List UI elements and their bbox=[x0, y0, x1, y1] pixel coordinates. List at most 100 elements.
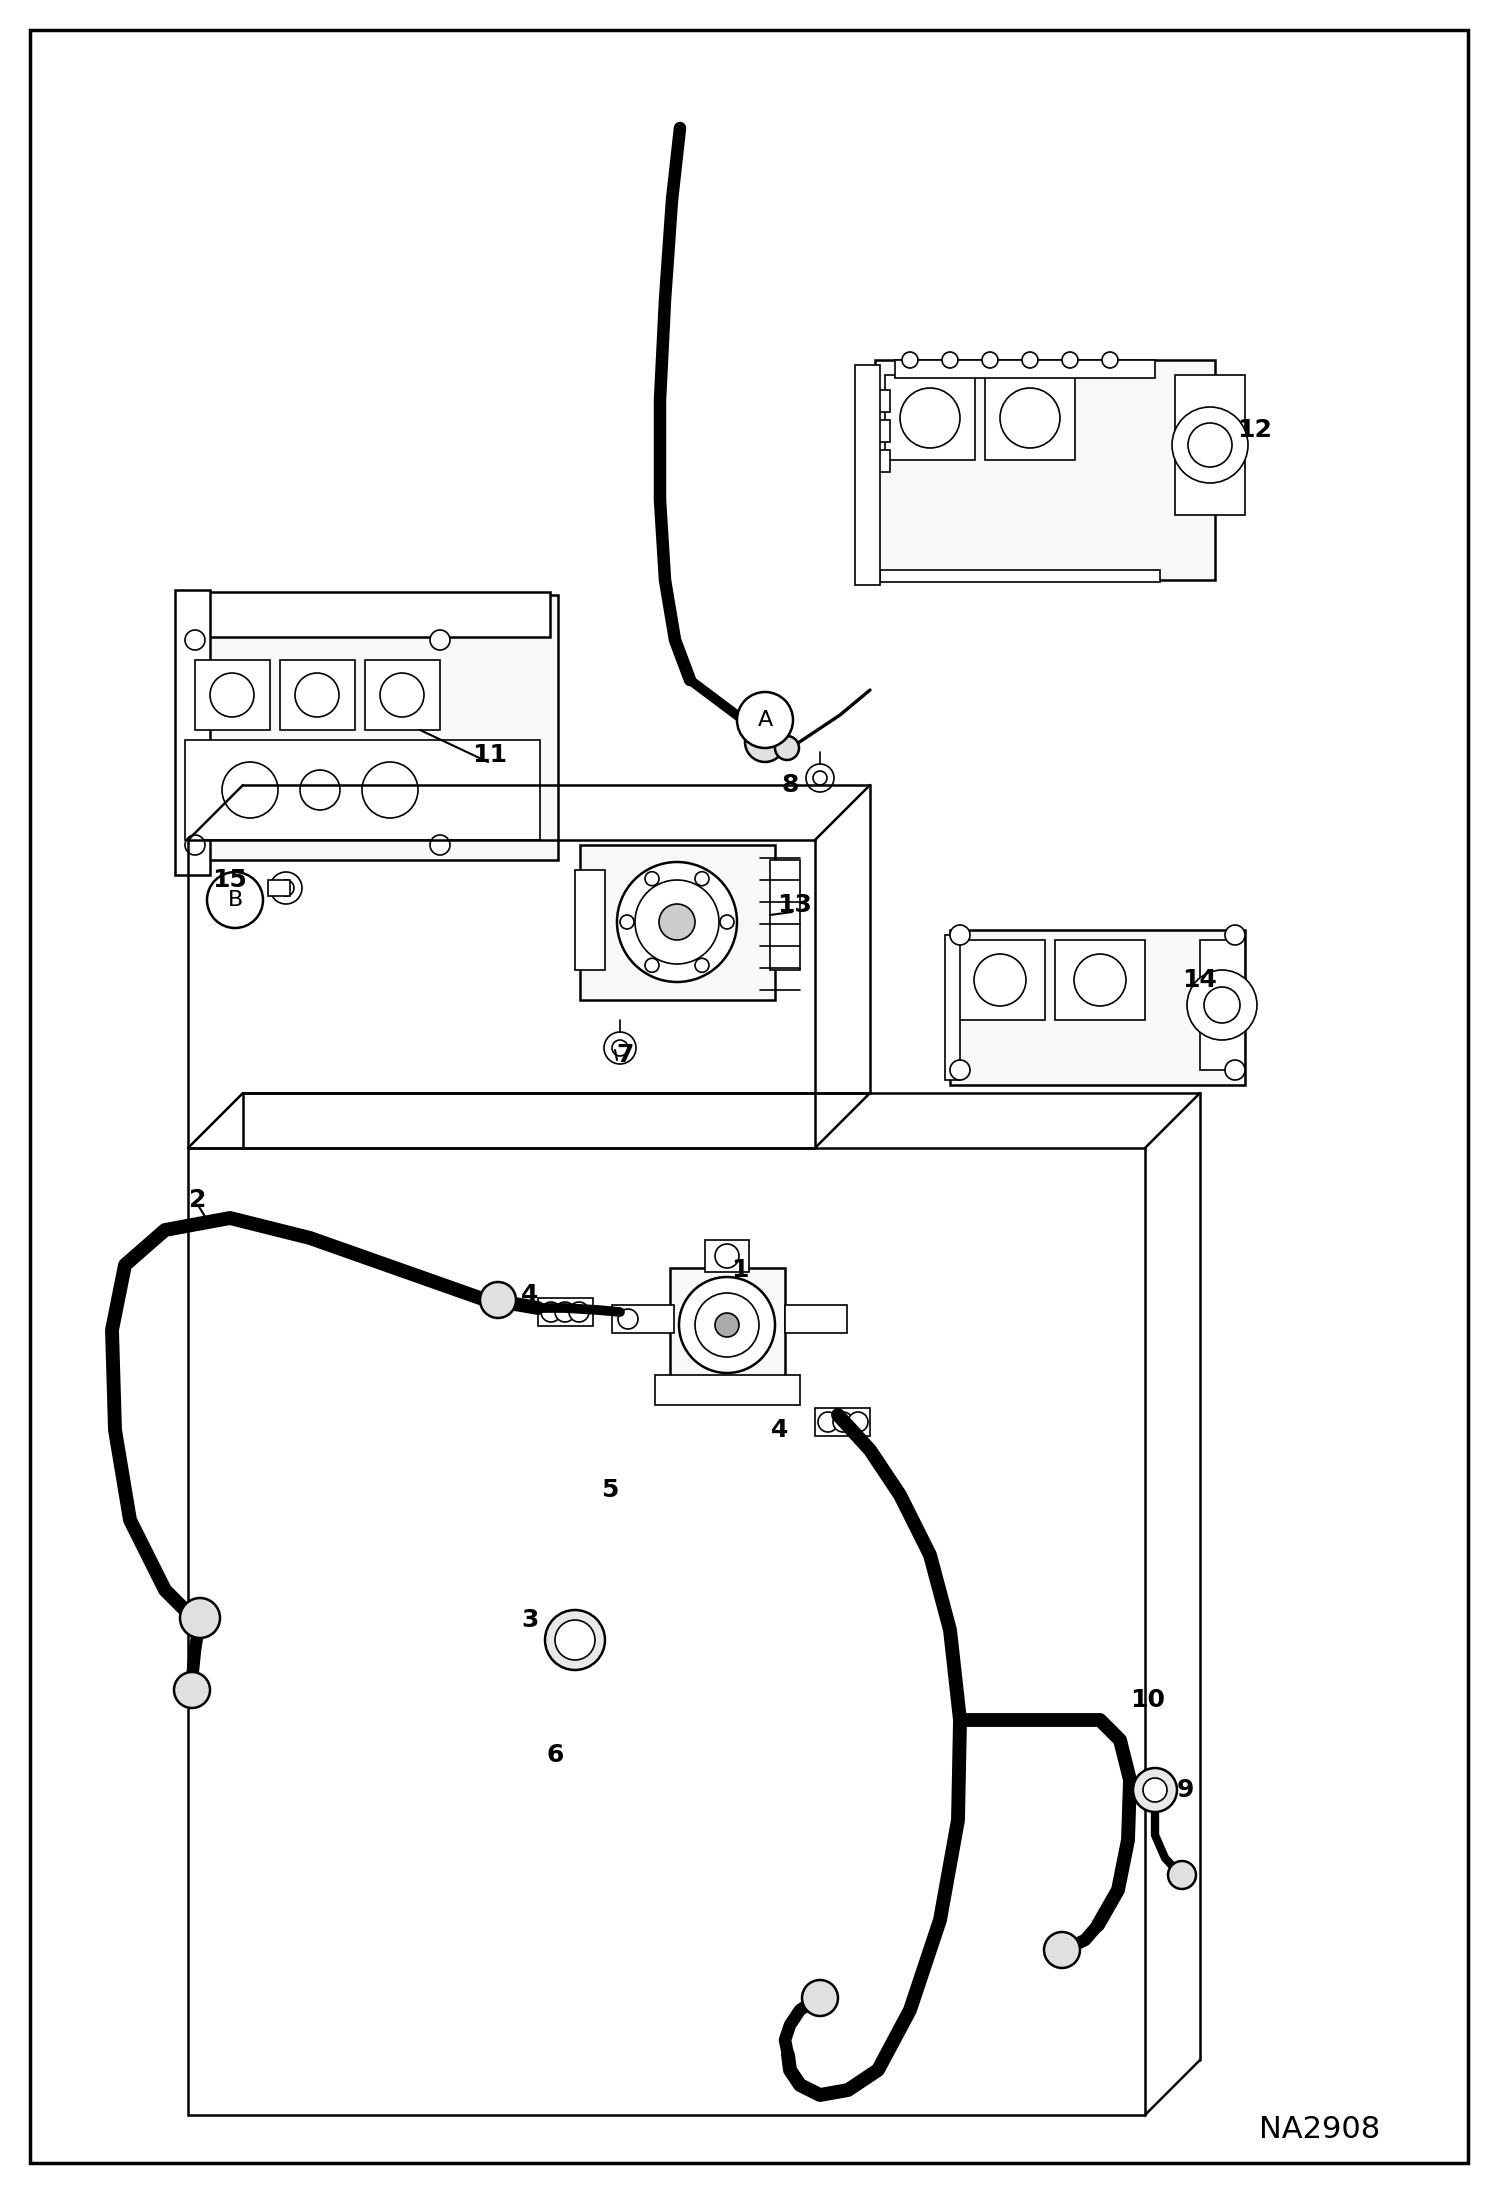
Circle shape bbox=[1168, 1862, 1195, 1888]
Circle shape bbox=[721, 914, 734, 930]
Text: 4: 4 bbox=[771, 1419, 788, 1443]
Circle shape bbox=[695, 1294, 759, 1357]
Circle shape bbox=[1062, 353, 1079, 368]
Circle shape bbox=[380, 673, 424, 717]
Bar bbox=[670, 1268, 785, 1384]
Circle shape bbox=[620, 914, 634, 930]
Text: 9: 9 bbox=[1176, 1779, 1194, 1803]
Text: B: B bbox=[228, 890, 243, 910]
Circle shape bbox=[554, 1621, 595, 1660]
Text: 5: 5 bbox=[601, 1478, 619, 1502]
Bar bbox=[1200, 941, 1245, 1070]
Circle shape bbox=[430, 836, 449, 855]
Circle shape bbox=[619, 1309, 638, 1329]
Circle shape bbox=[1143, 1779, 1167, 1803]
Text: 7: 7 bbox=[616, 1044, 634, 1068]
Circle shape bbox=[715, 1314, 739, 1338]
Bar bbox=[180, 592, 550, 636]
Circle shape bbox=[613, 1039, 628, 1057]
Bar bbox=[956, 941, 1046, 1020]
Circle shape bbox=[695, 871, 709, 886]
Circle shape bbox=[695, 958, 709, 971]
Bar bbox=[580, 844, 774, 1000]
Circle shape bbox=[184, 629, 205, 649]
Bar bbox=[178, 594, 557, 860]
Circle shape bbox=[1225, 925, 1245, 945]
Circle shape bbox=[806, 763, 834, 792]
Text: 10: 10 bbox=[1131, 1689, 1165, 1713]
Circle shape bbox=[300, 770, 340, 809]
Bar bbox=[875, 360, 1215, 579]
Circle shape bbox=[1001, 388, 1061, 447]
Circle shape bbox=[180, 1599, 220, 1638]
Circle shape bbox=[1186, 969, 1257, 1039]
Text: 11: 11 bbox=[472, 743, 508, 768]
Circle shape bbox=[715, 1243, 739, 1268]
Circle shape bbox=[646, 958, 659, 971]
Text: A: A bbox=[758, 711, 773, 730]
Circle shape bbox=[950, 925, 971, 945]
Circle shape bbox=[679, 1276, 774, 1373]
Circle shape bbox=[430, 629, 449, 649]
Circle shape bbox=[222, 761, 279, 818]
Circle shape bbox=[833, 1412, 852, 1432]
Bar bbox=[575, 871, 605, 969]
Circle shape bbox=[279, 879, 294, 897]
Circle shape bbox=[942, 353, 959, 368]
Circle shape bbox=[774, 737, 798, 761]
Bar bbox=[894, 360, 1155, 377]
Bar bbox=[785, 1305, 846, 1333]
Text: 3: 3 bbox=[521, 1607, 539, 1632]
Circle shape bbox=[545, 1610, 605, 1671]
Circle shape bbox=[569, 1303, 589, 1322]
Circle shape bbox=[1074, 954, 1126, 1007]
Circle shape bbox=[900, 388, 960, 447]
Bar bbox=[175, 590, 210, 875]
Bar bbox=[945, 934, 960, 1079]
Bar bbox=[872, 390, 890, 412]
Circle shape bbox=[1204, 987, 1240, 1022]
Circle shape bbox=[604, 1033, 637, 1064]
Text: 4: 4 bbox=[521, 1283, 539, 1307]
Bar bbox=[815, 1408, 870, 1436]
Circle shape bbox=[1188, 423, 1231, 467]
Circle shape bbox=[635, 879, 719, 965]
Bar bbox=[872, 450, 890, 471]
Circle shape bbox=[184, 836, 205, 855]
Circle shape bbox=[1044, 1932, 1080, 1967]
Bar bbox=[872, 421, 890, 443]
Circle shape bbox=[207, 873, 264, 928]
Bar bbox=[950, 930, 1245, 1086]
Circle shape bbox=[1022, 353, 1038, 368]
Circle shape bbox=[983, 353, 998, 368]
Circle shape bbox=[541, 1303, 560, 1322]
Bar bbox=[268, 879, 291, 897]
Circle shape bbox=[1132, 1768, 1177, 1811]
Bar bbox=[885, 375, 975, 461]
Bar bbox=[986, 375, 1076, 461]
Circle shape bbox=[295, 673, 339, 717]
Circle shape bbox=[363, 761, 418, 818]
Bar bbox=[1055, 941, 1144, 1020]
Text: 8: 8 bbox=[782, 772, 798, 796]
Circle shape bbox=[801, 1980, 837, 2015]
Bar bbox=[855, 364, 879, 586]
Circle shape bbox=[479, 1283, 515, 1318]
Bar bbox=[879, 570, 1159, 581]
Circle shape bbox=[950, 1059, 971, 1079]
Bar bbox=[184, 739, 539, 840]
Circle shape bbox=[818, 1412, 837, 1432]
Circle shape bbox=[737, 693, 792, 748]
Circle shape bbox=[1103, 353, 1118, 368]
Bar bbox=[706, 1239, 749, 1272]
Circle shape bbox=[745, 721, 785, 761]
Circle shape bbox=[902, 353, 918, 368]
Bar bbox=[770, 860, 800, 969]
Circle shape bbox=[974, 954, 1026, 1007]
Text: 14: 14 bbox=[1182, 967, 1218, 991]
Circle shape bbox=[1225, 1059, 1245, 1079]
Circle shape bbox=[617, 862, 737, 982]
Text: 2: 2 bbox=[189, 1189, 207, 1213]
Text: NA2908: NA2908 bbox=[1260, 2116, 1381, 2145]
Text: 1: 1 bbox=[731, 1259, 749, 1283]
